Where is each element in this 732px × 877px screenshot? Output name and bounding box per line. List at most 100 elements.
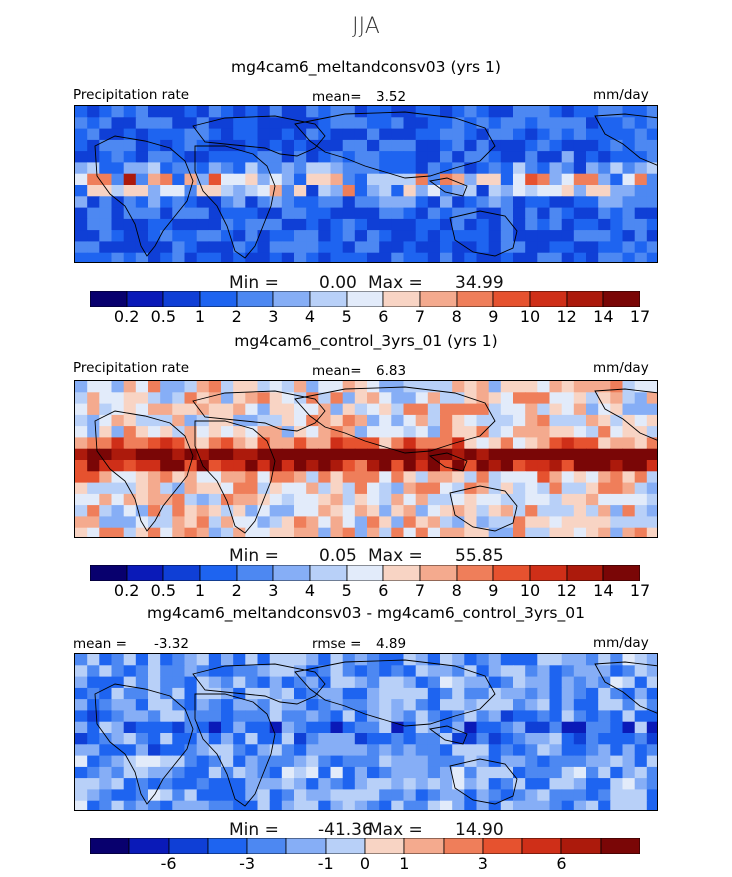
map-cell (221, 493, 234, 506)
map-cell (549, 710, 563, 723)
map-cell (452, 218, 465, 231)
map-cell (221, 128, 234, 141)
map-cell (318, 185, 332, 197)
map-cell (172, 789, 186, 802)
map-cell (281, 516, 295, 529)
map-cell (257, 403, 271, 416)
map-cell (172, 687, 186, 700)
map-cell (464, 516, 478, 529)
map-cell (148, 527, 161, 537)
map-cell (342, 505, 356, 517)
map-cell (208, 106, 222, 118)
map-cell (123, 721, 137, 734)
map-cell (306, 185, 319, 197)
map-cell (464, 789, 478, 802)
map-cell (549, 778, 563, 790)
map-cell (586, 654, 599, 666)
map-cell (622, 527, 636, 537)
map-cell (75, 403, 88, 416)
map-cell (257, 505, 271, 517)
map-cell (391, 139, 405, 152)
map-cell (488, 426, 502, 438)
map-cell (99, 437, 113, 450)
map-cell (610, 128, 624, 141)
map-cell (294, 151, 307, 163)
map-cell (561, 381, 575, 393)
map-cell (403, 527, 417, 537)
map-cell (172, 676, 186, 689)
map-cell (586, 733, 599, 745)
map-cell (464, 744, 478, 757)
map-cell (111, 414, 125, 427)
map-cell (196, 800, 210, 810)
map-cell (306, 699, 319, 711)
map-cell (294, 755, 307, 768)
map-cell (513, 733, 526, 745)
map-cell (123, 505, 137, 517)
map-cell (500, 527, 514, 537)
map-cell (646, 665, 657, 678)
map-cell (598, 448, 611, 461)
map-cell (208, 207, 222, 220)
map-cell (75, 516, 88, 529)
coastline (449, 758, 518, 805)
map-cell (318, 252, 332, 262)
map-cell (354, 676, 368, 689)
map-cell (245, 392, 259, 405)
map-cell (452, 162, 465, 175)
map-cell (391, 128, 405, 141)
map-cell (415, 162, 429, 175)
map-cell (367, 185, 380, 197)
map-cell (160, 778, 173, 790)
map-cell (99, 218, 113, 231)
map-cell (257, 162, 271, 175)
map-cell (646, 800, 657, 810)
map-cell (525, 414, 538, 427)
colorbar-swatch (566, 291, 604, 307)
panel2-units-label: mm/day (593, 360, 649, 376)
map-cell (561, 151, 575, 163)
map-cell (549, 218, 563, 231)
map-cell (87, 699, 100, 711)
map-cell (160, 733, 173, 745)
map-cell (525, 381, 538, 393)
colorbar-tick-label: 14 (593, 307, 614, 326)
map-cell (245, 106, 259, 118)
map-cell (87, 482, 100, 495)
map-cell (99, 778, 113, 790)
map-cell (598, 505, 611, 517)
map-cell (513, 414, 526, 427)
map-cell (342, 139, 356, 152)
map-cell (354, 665, 368, 678)
map-cell (160, 448, 173, 461)
map-cell (549, 151, 563, 163)
map-cell (111, 687, 125, 700)
map-cell (196, 505, 210, 517)
coastline (194, 145, 276, 259)
map-cell (537, 527, 551, 537)
map-cell (537, 139, 551, 152)
map-cell (233, 516, 246, 529)
map-cell (306, 482, 319, 495)
map-cell (500, 755, 514, 768)
map-cell (196, 676, 210, 689)
map-cell (622, 482, 636, 495)
map-cell (306, 151, 319, 163)
map-cell (245, 755, 259, 768)
map-cell (281, 117, 295, 130)
map-cell (99, 665, 113, 678)
map-cell (75, 471, 88, 484)
map-cell (87, 665, 100, 678)
map-cell (440, 800, 453, 810)
map-cell (330, 185, 344, 197)
map-cell (537, 710, 551, 723)
map-cell (233, 106, 246, 118)
map-cell (488, 173, 502, 186)
map-cell (598, 699, 611, 711)
map-cell (586, 800, 599, 810)
map-cell (452, 414, 465, 427)
map-cell (135, 471, 149, 484)
map-cell (379, 437, 392, 450)
map-cell (318, 482, 332, 495)
map-cell (123, 733, 137, 745)
